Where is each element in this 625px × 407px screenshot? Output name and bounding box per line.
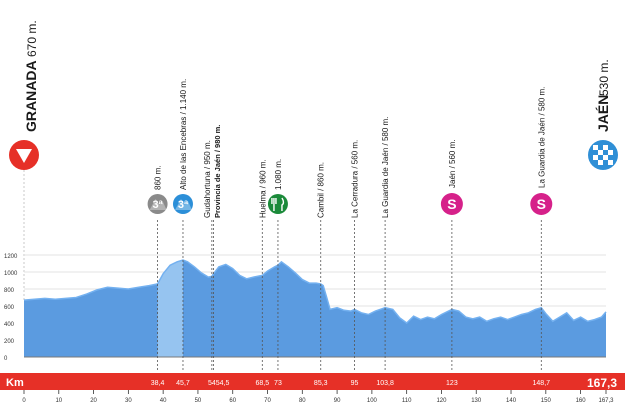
- y-tick-label: 200: [4, 339, 15, 345]
- waypoint-label: Huelma / 960 m.: [258, 159, 267, 218]
- waypoint-altitude: 1.080 m.: [274, 159, 283, 190]
- x-tick-label: 90: [334, 398, 341, 404]
- waypoint-km-labels: 38,4 45,7 54 54,5 68,5 73 85,3 95 103,8 123 148,7: [151, 380, 550, 387]
- x-tick-label: 160: [576, 398, 587, 404]
- icon-text: 3ª: [152, 199, 163, 211]
- km-bar: Km 167,3 38,4 45,7 54 54,5 68,5 73 85,3 95 103,8…: [0, 373, 625, 390]
- x-tick-label: 100: [367, 398, 378, 404]
- waypoint-label: Jaén / 560 m.: [448, 140, 457, 188]
- icon-text: 3ª: [178, 199, 189, 211]
- waypoint: 3ª Alto de las Encebras / 1.140 m.: [172, 79, 193, 214]
- icon-text: S: [537, 196, 546, 212]
- y-tick-label: 400: [4, 322, 15, 328]
- x-tick-label: 167,3: [598, 398, 614, 404]
- x-tick-label: 60: [229, 398, 236, 404]
- icon-circle: [267, 194, 288, 214]
- waypoint-km-label: 123: [446, 380, 458, 387]
- waypoint-label: La Cerradura / 560 m.: [350, 140, 359, 218]
- km-bar-background: [0, 373, 625, 390]
- waypoint-km-label: 68,5: [255, 380, 269, 387]
- icon-circle: [172, 194, 193, 214]
- waypoint-km-label: 95: [351, 380, 359, 387]
- icon-text: S: [447, 196, 456, 212]
- km-label: Km: [6, 377, 24, 389]
- waypoint: Gudahortuna / 950 m. Provincia de Jaén / …: [203, 125, 222, 218]
- category-3-climb-icon: 3ª: [172, 194, 193, 214]
- waypoint-km-label: 54,5: [216, 380, 230, 387]
- waypoint: S La Guardia de Jaén / 580 m.: [530, 87, 553, 215]
- x-tick-label: 120: [436, 398, 447, 404]
- y-tick-label: 800: [4, 288, 15, 294]
- x-tick-label: 30: [125, 398, 132, 404]
- waypoint-label: Alto de las Encebras / 1.140 m.: [179, 79, 188, 190]
- x-tick-label: 20: [90, 398, 97, 404]
- mountain-glyph: [174, 199, 192, 210]
- category-3-climb-icon: 3ª: [147, 194, 168, 214]
- finish-marker: JAÉN 530 m.: [588, 59, 618, 170]
- waypoint-km-label: 148,7: [533, 380, 551, 387]
- y-axis-ticks: 0 200 400 600 800 1000 1200: [4, 254, 18, 362]
- total-distance: 167,3: [587, 376, 617, 390]
- waypoint-km-label: 85,3: [314, 380, 328, 387]
- waypoint: La Cerradura / 560 m.: [350, 140, 359, 218]
- waypoint-label: Gudahortuna / 950 m.: [203, 140, 212, 218]
- icon-circle: [440, 193, 463, 215]
- waypoint-label-secondary: Provincia de Jaén / 980 m.: [213, 125, 222, 218]
- waypoint: Huelma / 960 m.: [258, 159, 267, 218]
- x-tick-label: 0: [22, 398, 26, 404]
- y-tick-label: 1200: [4, 254, 18, 260]
- waypoint-km-label: 45,7: [176, 380, 190, 387]
- waypoint: 3ª 860 m.: [147, 166, 168, 214]
- icon-circle: [147, 194, 168, 214]
- x-tick-label: 150: [541, 398, 552, 404]
- waypoint: Cambil / 860 m.: [317, 162, 326, 218]
- sprint-icon: S: [440, 193, 463, 215]
- x-tick-label: 110: [402, 398, 412, 404]
- waypoint-label: La Guardia de Jaén / 580 m.: [537, 87, 546, 188]
- waypoint-km-label: 73: [274, 380, 282, 387]
- mountain-glyph: [149, 199, 167, 210]
- waypoint-altitude: 860 m.: [154, 166, 163, 190]
- finish-altitude: 530 m.: [597, 59, 611, 96]
- x-tick-label: 10: [55, 398, 62, 404]
- start-flag-icon: [9, 140, 39, 170]
- waypoint: La Guardia de Jaén / 580 m.: [381, 117, 390, 218]
- profile-area: [24, 260, 606, 357]
- start-name: GRANADA: [23, 60, 39, 132]
- y-tick-label: 0: [4, 356, 8, 362]
- waypoint: S Jaén / 560 m.: [440, 140, 463, 215]
- elevation-profile: [23, 259, 607, 358]
- feed-zone-icon: [267, 194, 288, 214]
- x-tick-label: 130: [471, 398, 482, 404]
- waypoint-markers: 3ª 860 m. 3ª Alto de las Encebras / 1.140 m…: [147, 79, 553, 372]
- cutlery-glyph: [271, 197, 285, 211]
- waypoint: 1.080 m.: [267, 159, 288, 214]
- finish-flag-icon: [588, 140, 618, 170]
- x-tick-label: 80: [299, 398, 306, 404]
- start-altitude: 670 m.: [25, 20, 39, 57]
- waypoint-km-label: 103,8: [376, 380, 394, 387]
- y-tick-label: 600: [4, 305, 15, 311]
- profile-outline: [23, 259, 607, 324]
- finish-name: JAÉN: [595, 95, 611, 132]
- x-tick-label: 70: [264, 398, 271, 404]
- waypoint-km-label: 38,4: [151, 380, 165, 387]
- climb-highlight: [157, 260, 183, 357]
- waypoint-km-label: 54: [208, 380, 216, 387]
- icon-circle: [530, 193, 553, 215]
- x-axis-ticks: 0 10 20 30 40 50 60 70 80 90 100 110 120 130 140 150 160…: [22, 390, 614, 404]
- x-tick-label: 40: [160, 398, 167, 404]
- start-marker: GRANADA 670 m.: [9, 20, 39, 300]
- y-tick-label: 1000: [4, 271, 18, 277]
- x-tick-label: 140: [506, 398, 517, 404]
- sprint-icon: S: [530, 193, 553, 215]
- waypoint-label: Cambil / 860 m.: [317, 162, 326, 218]
- waypoint-label: La Guardia de Jaén / 580 m.: [381, 117, 390, 218]
- x-tick-label: 50: [195, 398, 202, 404]
